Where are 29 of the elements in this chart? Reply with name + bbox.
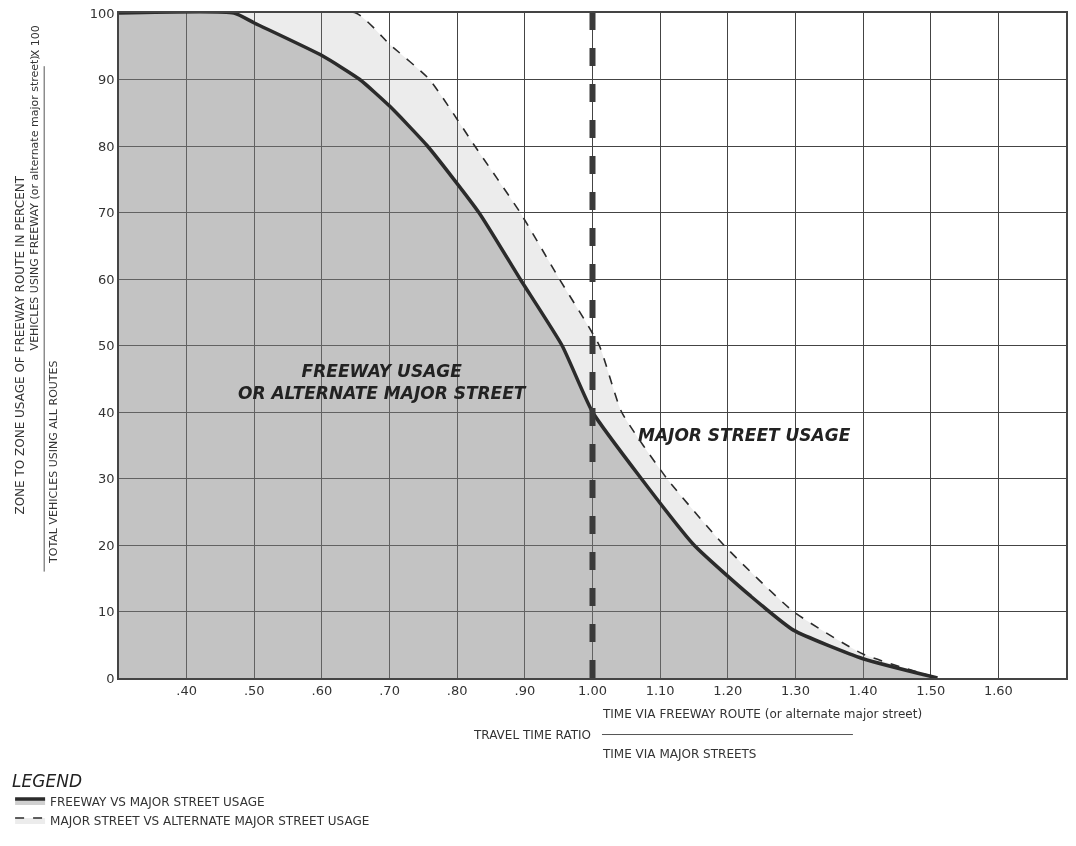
- y-tick-label: 10: [98, 604, 115, 620]
- x-tick-label: .80: [446, 683, 468, 699]
- x-tick-label: .60: [311, 683, 333, 699]
- y-tick-label: 30: [98, 471, 115, 487]
- x-tick-label: 1.10: [645, 683, 675, 699]
- text: TRAVEL TIME RATIO TIME VIA FREEWAY ROUTE (or alternate major street) TIME VIA MAJOR STREETS: [474, 707, 923, 761]
- y-tick-label: 60: [98, 271, 115, 287]
- y-tick-label: 40: [98, 404, 115, 420]
- legend-label: MAJOR STREET VS ALTERNATE MAJOR STREET USAGE: [50, 813, 370, 828]
- y-tick-label: 90: [98, 72, 115, 88]
- legend-title: LEGEND: [12, 770, 83, 791]
- y-tick-label: 0: [106, 670, 115, 686]
- x-tick-label: .50: [243, 683, 265, 699]
- y-tick-label: 50: [98, 338, 115, 354]
- x-tick-label: 1.50: [916, 683, 946, 699]
- x-tick-label: 1.40: [848, 683, 878, 699]
- x-tick-label: 1.30: [780, 683, 810, 699]
- y-tick-label: 80: [98, 138, 115, 154]
- x-tick-label: .40: [176, 683, 197, 699]
- x-tick-label: .70: [379, 683, 400, 699]
- x-tick-label: 1.00: [578, 683, 607, 699]
- y-tick-label: 70: [98, 205, 115, 221]
- legend-label: FREEWAY VS MAJOR STREET USAGE: [50, 794, 265, 809]
- x-tick-label: 1.20: [713, 683, 743, 699]
- text: ZONE TO ZONE USAGE OF FREEWAY ROUTE IN PERCENT VEHICLES USING FREEWAY (or alternate major street) TOTAL VEHICLES USING ALL ROUTES X 100: [12, 25, 61, 563]
- y-tick-label: 20: [98, 537, 115, 553]
- x-tick-label: 1.60: [983, 683, 1013, 699]
- x-tick-label: .90: [514, 683, 536, 699]
- y-tick-label: 100: [89, 5, 115, 21]
